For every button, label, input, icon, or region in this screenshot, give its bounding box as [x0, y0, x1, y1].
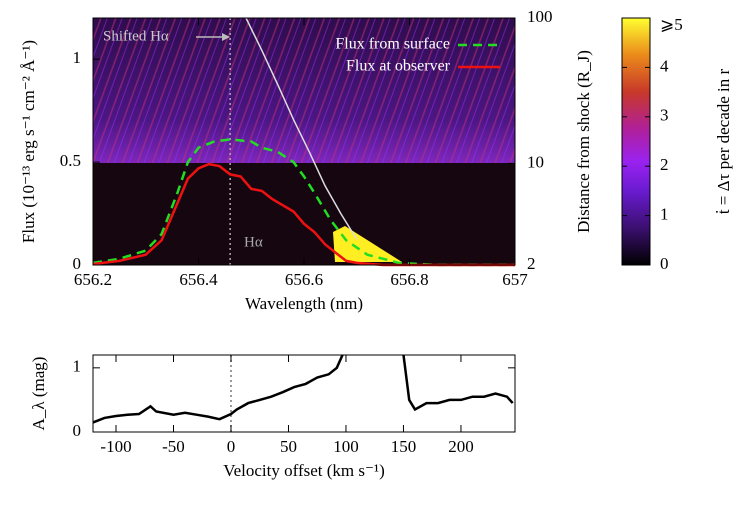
- heatmap-background: [93, 18, 515, 265]
- colorbar-label: ṫ = Δτ per decade in r: [714, 68, 733, 214]
- y2-tick-label: 10: [527, 152, 544, 171]
- x-tick-label: -100: [100, 437, 131, 456]
- colorbar-tick-label: 2: [660, 155, 669, 174]
- x-axis-label: Velocity offset (km s⁻¹): [223, 461, 385, 480]
- y-tick-label: 1: [73, 357, 82, 376]
- line-series: [92, 162, 515, 267]
- plot-frame: [92, 354, 516, 433]
- colorbar: [621, 17, 651, 266]
- x-tick-label: 0: [227, 437, 236, 456]
- colorbar-tick-label: 4: [660, 56, 669, 75]
- y2-tick-label: 100: [527, 7, 553, 26]
- x-tick-label: 656.2: [74, 270, 112, 289]
- x-tick-label: 656.4: [179, 270, 218, 289]
- line-series: [92, 354, 514, 424]
- y-axis-label: A_λ (mag): [29, 357, 48, 431]
- y2-axis-label: Distance from shock (R_J): [574, 50, 593, 233]
- y-tick-label: 0: [73, 421, 82, 440]
- y-tick-label: 0.5: [60, 151, 81, 170]
- legend-label: Flux from surface: [335, 36, 450, 53]
- x-axis-label: Wavelength (nm): [245, 294, 363, 313]
- y-axis-label: Flux (10⁻¹³ erg s⁻¹ cm⁻² Å⁻¹): [19, 40, 38, 243]
- x-tick-label: 657: [502, 270, 528, 289]
- x-tick-label: 150: [391, 437, 417, 456]
- line-series: [92, 138, 515, 267]
- colorbar-tick-label: 3: [660, 106, 669, 125]
- arrow-head: [222, 33, 230, 41]
- x-tick-label: 100: [333, 437, 359, 456]
- colorbar-tick-label: 1: [660, 205, 669, 224]
- colorbar-tick-label: 0: [660, 254, 669, 273]
- y2-tick-label: 2: [527, 254, 536, 273]
- x-tick-label: 656.6: [285, 270, 323, 289]
- y-tick-label: 1: [73, 48, 82, 67]
- annotation: Hα: [244, 234, 263, 250]
- annotation: Shifted Hα: [103, 28, 169, 44]
- x-tick-label: 656.8: [390, 270, 428, 289]
- legend-label: Flux at observer: [346, 58, 451, 75]
- x-tick-label: -50: [162, 437, 185, 456]
- x-tick-label: 200: [448, 437, 474, 456]
- colorbar-tick-label: ⩾5: [660, 15, 683, 34]
- x-tick-label: 50: [280, 437, 297, 456]
- y-tick-label: 0: [73, 254, 82, 273]
- line-series: [245, 17, 358, 240]
